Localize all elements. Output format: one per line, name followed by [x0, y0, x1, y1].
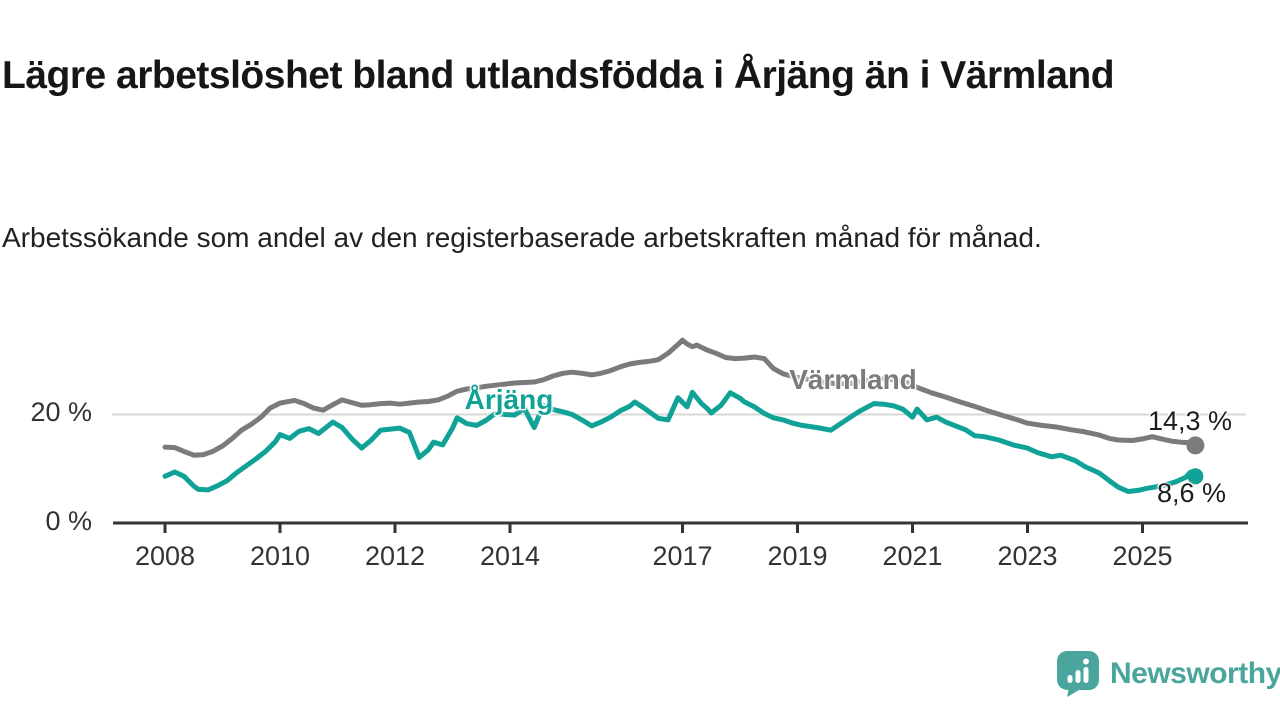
x-tick-label: 2021 — [882, 541, 943, 571]
line-varmland — [162, 337, 1198, 458]
y-tick-label-20: 20 % — [30, 397, 92, 427]
x-tick-label: 2025 — [1112, 541, 1173, 571]
series-label-varmland: Värmland — [789, 364, 917, 395]
newsworthy-logo-text: Newsworthy — [1110, 656, 1280, 690]
x-tick-label: 2017 — [652, 541, 713, 571]
newsworthy-logo-icon — [1057, 651, 1099, 697]
bar-medium — [1075, 670, 1081, 683]
end-value-label-varmland: 14,3 % — [1147, 406, 1232, 436]
bar-small — [1067, 675, 1073, 683]
endpoint-dot-varmland — [1186, 436, 1205, 455]
x-axis-ticks — [163, 523, 1144, 533]
series-label-arjang: Årjäng — [464, 384, 554, 415]
newsworthy-branding: Newsworthy — [1056, 650, 1280, 697]
line-arjang — [162, 389, 1198, 494]
end-value-label-arjang: 8,6 % — [1156, 478, 1226, 508]
x-tick-label: 2010 — [249, 541, 311, 571]
endpoint-dot-arjang — [1187, 468, 1204, 485]
x-tick-label: 2023 — [997, 541, 1058, 571]
chart-subtitle: Arbetssökande som andel av den registerb… — [2, 222, 1042, 253]
x-tick-label: 2012 — [364, 541, 426, 571]
exclamation-stem — [1083, 667, 1089, 683]
y-tick-label-0: 0 % — [45, 506, 92, 536]
page-title: Lägre arbetslöshet bland utlandsfödda i … — [2, 54, 1115, 98]
x-tick-label: 2019 — [767, 541, 828, 571]
exclamation-dot — [1083, 658, 1089, 665]
x-tick-label: 2014 — [479, 541, 541, 571]
x-tick-label: 2008 — [134, 541, 196, 571]
